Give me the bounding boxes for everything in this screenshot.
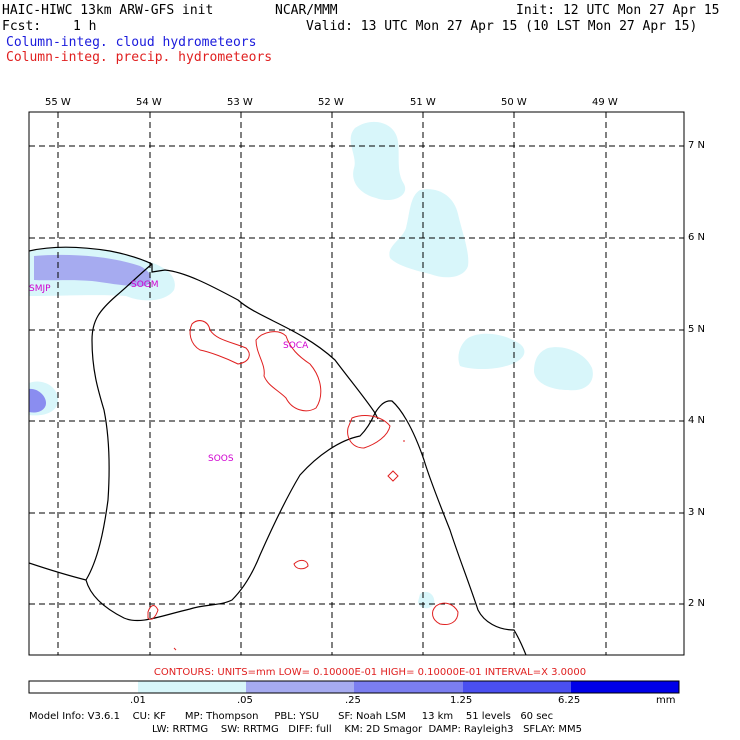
cloud-field-label: Column-integ. cloud hydrometeors bbox=[6, 35, 257, 50]
lat-label: 6 N bbox=[688, 232, 706, 243]
station-label: SOCA bbox=[283, 341, 309, 351]
org-label: NCAR/MMM bbox=[275, 3, 338, 18]
map-frame bbox=[28, 111, 685, 656]
coastlines bbox=[29, 246, 527, 655]
model-info-line1: Model Info: V3.6.1 CU: KF MP: Thompson P… bbox=[29, 711, 554, 722]
lon-label: 53 W bbox=[227, 97, 253, 108]
lat-label: 4 N bbox=[688, 415, 706, 426]
precip-field-label: Column-integ. precip. hydrometeors bbox=[6, 50, 273, 65]
forecast-hour: 1 h bbox=[73, 19, 97, 34]
colorbar-tick: .05 bbox=[237, 695, 253, 706]
latlon-grid bbox=[29, 112, 684, 655]
lat-label: 5 N bbox=[688, 324, 706, 335]
lat-label: 7 N bbox=[688, 140, 706, 151]
cloud-shading bbox=[29, 121, 593, 609]
forecast-label: Fcst: bbox=[2, 19, 42, 34]
colorbar-tick: 6.25 bbox=[558, 695, 581, 706]
precip-contours bbox=[147, 320, 459, 651]
lon-label: 54 W bbox=[136, 97, 162, 108]
colorbar bbox=[28, 680, 680, 694]
lat-label: 2 N bbox=[688, 598, 706, 609]
colorbar-tick: .01 bbox=[130, 695, 146, 706]
lat-label: 3 N bbox=[688, 507, 706, 518]
lon-label: 51 W bbox=[410, 97, 436, 108]
lon-label: 50 W bbox=[501, 97, 527, 108]
colorbar-tick: 1.25 bbox=[450, 695, 473, 706]
model-title: HAIC-HIWC 13km ARW-GFS init bbox=[2, 3, 214, 18]
init-time: Init: 12 UTC Mon 27 Apr 15 bbox=[516, 3, 720, 18]
lon-label: 55 W bbox=[45, 97, 71, 108]
station-label: SOGM bbox=[131, 280, 159, 290]
contours-info: CONTOURS: UNITS=mm LOW= 0.10000E-01 HIGH… bbox=[153, 667, 587, 678]
model-info-line2: LW: RRTMG SW: RRTMG DIFF: full KM: 2D Sm… bbox=[152, 724, 582, 735]
station-label: SOOS bbox=[208, 454, 234, 464]
lon-label: 49 W bbox=[592, 97, 618, 108]
station-label: SMJP bbox=[29, 284, 51, 294]
colorbar-tick: .25 bbox=[345, 695, 361, 706]
lon-label: 52 W bbox=[318, 97, 344, 108]
colorbar-unit: mm bbox=[656, 695, 676, 706]
valid-time: Valid: 13 UTC Mon 27 Apr 15 (10 LST Mon … bbox=[306, 19, 698, 34]
